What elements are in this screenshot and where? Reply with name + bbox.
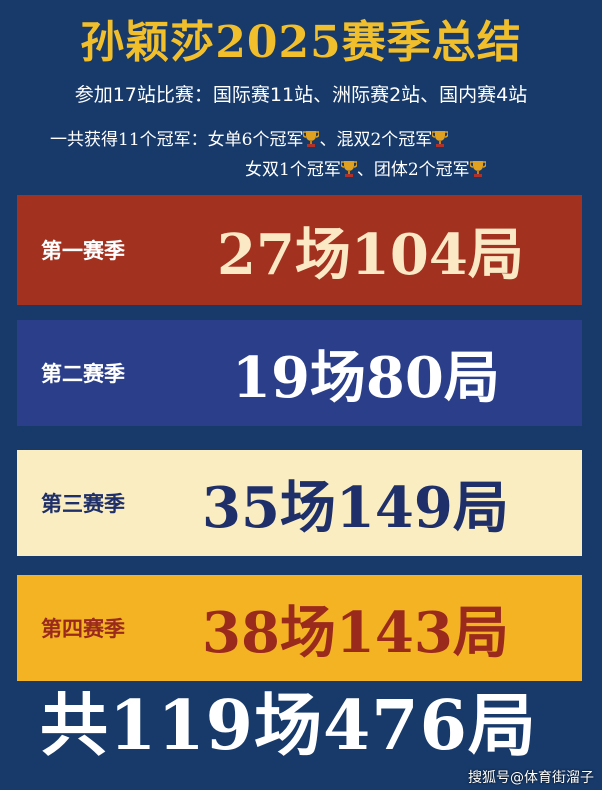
page-title: 孙颖莎2025赛季总结 [80, 17, 522, 68]
trophy-icon [432, 131, 449, 147]
total-stats: 共119场476局 [40, 686, 537, 766]
season-stats: 38场143局 [202, 599, 509, 666]
trophy-icon [303, 131, 320, 147]
season-stats: 27场104局 [217, 221, 524, 288]
season-label: 第三赛季 [41, 491, 125, 516]
titles-summary-line1: 一共获得11个冠军：女单6个冠军 、混双2个冠军 [50, 125, 449, 150]
titles-text: 、团体2个冠军 [356, 160, 470, 180]
season-label: 第二赛季 [41, 361, 125, 386]
season-stats: 35场149局 [202, 474, 509, 541]
trophy-icon [469, 161, 486, 177]
watermark: 搜狐号@体育街溜子 [468, 770, 594, 786]
titles-text: 女双1个冠军 [245, 160, 341, 180]
season-label: 第四赛季 [41, 616, 125, 641]
titles-text: 一共获得11个冠军：女单6个冠军 [50, 130, 304, 150]
season-label: 第一赛季 [41, 238, 125, 263]
season-stats: 19场80局 [232, 344, 500, 411]
events-summary: 参加17站比赛：国际赛11站、洲际赛2站、国内赛4站 [74, 84, 528, 106]
trophy-icon [340, 161, 357, 177]
titles-text: 、混双2个冠军 [319, 130, 433, 150]
season-2-card: 第二赛季 19场80局 [17, 320, 582, 426]
season-1-card: 第一赛季 27场104局 [17, 195, 582, 305]
season-4-card: 第四赛季 38场143局 [17, 575, 582, 681]
season-3-card: 第三赛季 35场149局 [17, 450, 582, 556]
titles-summary-line2: 女双1个冠军 、团体2个冠军 [245, 155, 486, 180]
